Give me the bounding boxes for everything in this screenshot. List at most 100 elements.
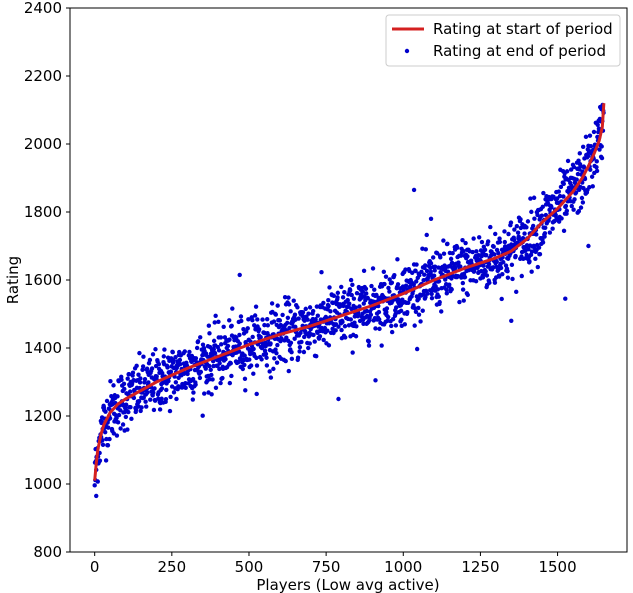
scatter-point [174,396,179,402]
scatter-point [211,338,217,344]
y-tick-label: 2000 [24,135,62,153]
scatter-point [373,378,378,383]
scatter-point [392,272,397,278]
scatter-point [289,356,295,362]
scatter-point [577,151,582,156]
scatter-point [273,312,279,317]
scatter-point [389,329,395,335]
scatter-point [108,379,113,384]
scatter-point [159,386,165,391]
y-tick-label: 1400 [24,339,62,357]
scatter-point [123,402,129,407]
scatter-point [136,398,142,404]
scatter-point [345,297,350,303]
scatter-point [225,343,231,349]
scatter-point [256,327,262,332]
scatter-point [307,341,312,346]
scatter-point [352,320,357,325]
scatter-point [565,158,571,164]
scatter-point [403,283,409,288]
scatter-points [92,102,606,499]
scatter-point [251,346,256,352]
scatter-point [441,251,447,256]
scatter-point [557,193,563,199]
scatter-point [492,252,497,257]
scatter-point [227,337,232,342]
scatter-point [264,355,269,360]
scatter-point [198,369,204,375]
scatter-point [587,185,592,190]
scatter-point [273,347,278,352]
scatter-point [125,427,130,432]
scatter-point [92,483,97,488]
scatter-point [585,153,591,159]
scatter-point [542,231,548,236]
scatter-point [353,334,359,339]
scatter-point [465,254,470,259]
scatter-point [414,346,420,352]
scatter-point [347,301,352,306]
scatter-point [218,380,223,386]
scatter-point [594,168,600,174]
scatter-point [580,200,586,205]
scatter-point [177,349,182,355]
scatter-point [272,356,277,361]
scatter-point [512,227,517,232]
scatter-point [563,296,568,301]
x-tick-label: 750 [312,558,341,576]
scatter-point [412,306,418,311]
scatter-point [389,323,394,329]
scatter-point [190,397,196,402]
scatter-point [496,250,501,256]
scatter-point [497,274,502,279]
scatter-point [578,205,584,210]
y-axis-title: Rating [4,256,22,304]
scatter-point [159,396,164,401]
scatter-point [539,213,545,218]
scatter-point [271,319,277,324]
scatter-point [413,268,418,274]
scatter-point [444,291,449,296]
scatter-point [302,334,307,340]
legend-box [385,14,621,67]
scatter-point [414,262,419,267]
scatter-point [202,391,207,396]
scatter-point [220,375,225,381]
scatter-point [536,245,542,250]
scatter-point [183,385,188,391]
scatter-point [141,354,146,359]
scatter-point [333,328,338,333]
scatter-point [403,267,408,272]
scatter-point [393,305,399,310]
scatter-point [252,323,257,328]
scatter-point [431,255,436,260]
scatter-point [246,317,251,322]
scatter-point [210,377,215,382]
scatter-point [301,349,307,355]
scatter-point [342,289,347,295]
scatter-point [435,287,441,292]
scatter-point [494,259,499,265]
scatter-point [336,324,341,329]
scatter-point [207,331,212,336]
scatter-point [104,398,110,404]
scatter-point [425,291,430,296]
scatter-point [173,380,179,385]
scatter-point [350,282,355,288]
scatter-point [576,158,581,163]
scatter-point [522,231,527,236]
scatter-point [116,412,122,418]
scatter-point [244,329,249,334]
legend-label-end: Rating at end of period [433,42,606,60]
scatter-point [126,409,131,415]
scatter-point [414,279,419,284]
scatter-point [115,420,121,425]
legend: Rating at start of period Rating at end … [385,14,621,67]
scatter-point [389,280,395,285]
scatter-point [595,122,600,127]
scatter-point [219,342,224,347]
scatter-point [586,243,591,249]
scatter-point [369,283,374,289]
scatter-point [368,312,374,317]
scatter-point [453,265,458,271]
